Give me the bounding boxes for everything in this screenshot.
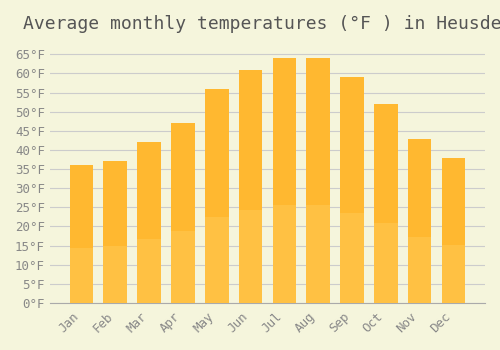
Bar <box>408 237 432 303</box>
Bar <box>272 205 296 303</box>
Bar <box>138 142 161 303</box>
Bar <box>442 245 465 303</box>
Bar <box>104 161 127 303</box>
Bar <box>442 158 465 303</box>
Bar <box>306 58 330 303</box>
Bar <box>374 104 398 303</box>
Bar <box>238 70 262 303</box>
Title: Average monthly temperatures (°F ) in Heusden: Average monthly temperatures (°F ) in He… <box>22 15 500 33</box>
Bar <box>104 246 127 303</box>
Bar <box>340 77 364 303</box>
Bar <box>238 210 262 303</box>
Bar <box>171 231 194 303</box>
Bar <box>138 239 161 303</box>
Bar <box>171 123 194 303</box>
Bar <box>340 213 364 303</box>
Bar <box>70 248 94 303</box>
Bar <box>205 217 229 303</box>
Bar <box>70 165 94 303</box>
Bar <box>272 58 296 303</box>
Bar <box>408 139 432 303</box>
Bar <box>205 89 229 303</box>
Bar <box>374 223 398 303</box>
Bar <box>306 205 330 303</box>
